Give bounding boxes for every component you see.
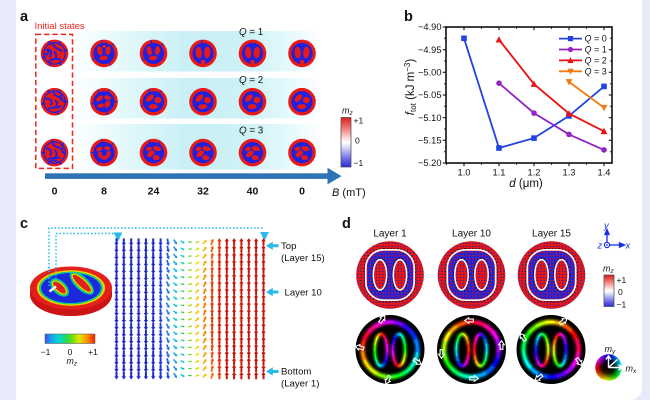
svg-text:0: 0 (355, 136, 360, 146)
svg-text:d (μm): d (μm) (509, 178, 543, 190)
svg-text:d: d (342, 216, 351, 232)
svg-text:Q = 1: Q = 1 (585, 45, 607, 55)
svg-text:−5.10: −5.10 (418, 113, 442, 123)
svg-text:24: 24 (148, 186, 160, 198)
svg-text:−5.00: −5.00 (418, 68, 442, 78)
svg-text:Q = 3: Q = 3 (585, 66, 607, 76)
svg-text:my: my (605, 344, 617, 356)
svg-text:0: 0 (52, 186, 58, 198)
svg-text:z: z (597, 241, 603, 252)
svg-text:−5.20: −5.20 (418, 158, 442, 168)
svg-text:32: 32 (197, 186, 209, 198)
svg-text:+1: +1 (354, 116, 364, 126)
svg-text:−4.90: −4.90 (418, 22, 442, 32)
svg-text:1.3: 1.3 (563, 168, 576, 178)
svg-text:−5.15: −5.15 (418, 136, 442, 146)
svg-text:b: b (404, 9, 413, 25)
svg-text:Layer 1: Layer 1 (373, 229, 407, 240)
svg-text:0: 0 (299, 186, 305, 198)
svg-text:−5.05: −5.05 (418, 90, 442, 100)
svg-text:Initial states: Initial states (35, 21, 85, 32)
svg-text:c: c (20, 216, 28, 232)
svg-text:Q = 3: Q = 3 (239, 126, 264, 137)
svg-text:Q = 2: Q = 2 (239, 75, 263, 86)
svg-text:+1: +1 (617, 275, 627, 285)
svg-text:Q = 0: Q = 0 (585, 34, 607, 44)
svg-text:x: x (625, 241, 632, 252)
svg-text:B (mT): B (mT) (332, 187, 366, 199)
svg-text:Layer 10: Layer 10 (452, 229, 491, 240)
svg-text:ftot (kJ m−3): ftot (kJ m−3) (403, 59, 418, 116)
svg-text:mz: mz (342, 106, 354, 118)
svg-text:Layer 10: Layer 10 (285, 287, 322, 298)
svg-text:Layer 15: Layer 15 (532, 229, 571, 240)
svg-text:(Layer 1): (Layer 1) (281, 379, 319, 390)
svg-text:(Layer 15): (Layer 15) (281, 253, 325, 264)
svg-text:mz: mz (67, 356, 78, 367)
svg-text:−1: −1 (354, 158, 364, 168)
svg-text:Q = 2: Q = 2 (585, 56, 607, 66)
svg-text:Q = 1: Q = 1 (239, 27, 263, 38)
svg-text:8: 8 (101, 186, 107, 198)
svg-text:−4.95: −4.95 (418, 45, 442, 55)
svg-text:a: a (20, 9, 29, 25)
svg-text:Top: Top (281, 241, 296, 252)
svg-text:1.4: 1.4 (598, 168, 611, 178)
svg-text:+1: +1 (88, 347, 98, 357)
svg-text:1.0: 1.0 (458, 168, 471, 178)
svg-text:−1: −1 (41, 347, 51, 357)
svg-text:Bottom: Bottom (281, 367, 311, 378)
svg-text:mz: mz (603, 264, 615, 276)
svg-text:40: 40 (247, 186, 259, 198)
svg-text:y: y (603, 221, 610, 232)
svg-text:mx: mx (626, 364, 638, 376)
svg-text:1.2: 1.2 (528, 168, 541, 178)
svg-text:1.1: 1.1 (493, 168, 506, 178)
svg-text:0: 0 (68, 347, 73, 357)
svg-text:−1: −1 (617, 300, 627, 310)
svg-text:0: 0 (618, 287, 623, 297)
